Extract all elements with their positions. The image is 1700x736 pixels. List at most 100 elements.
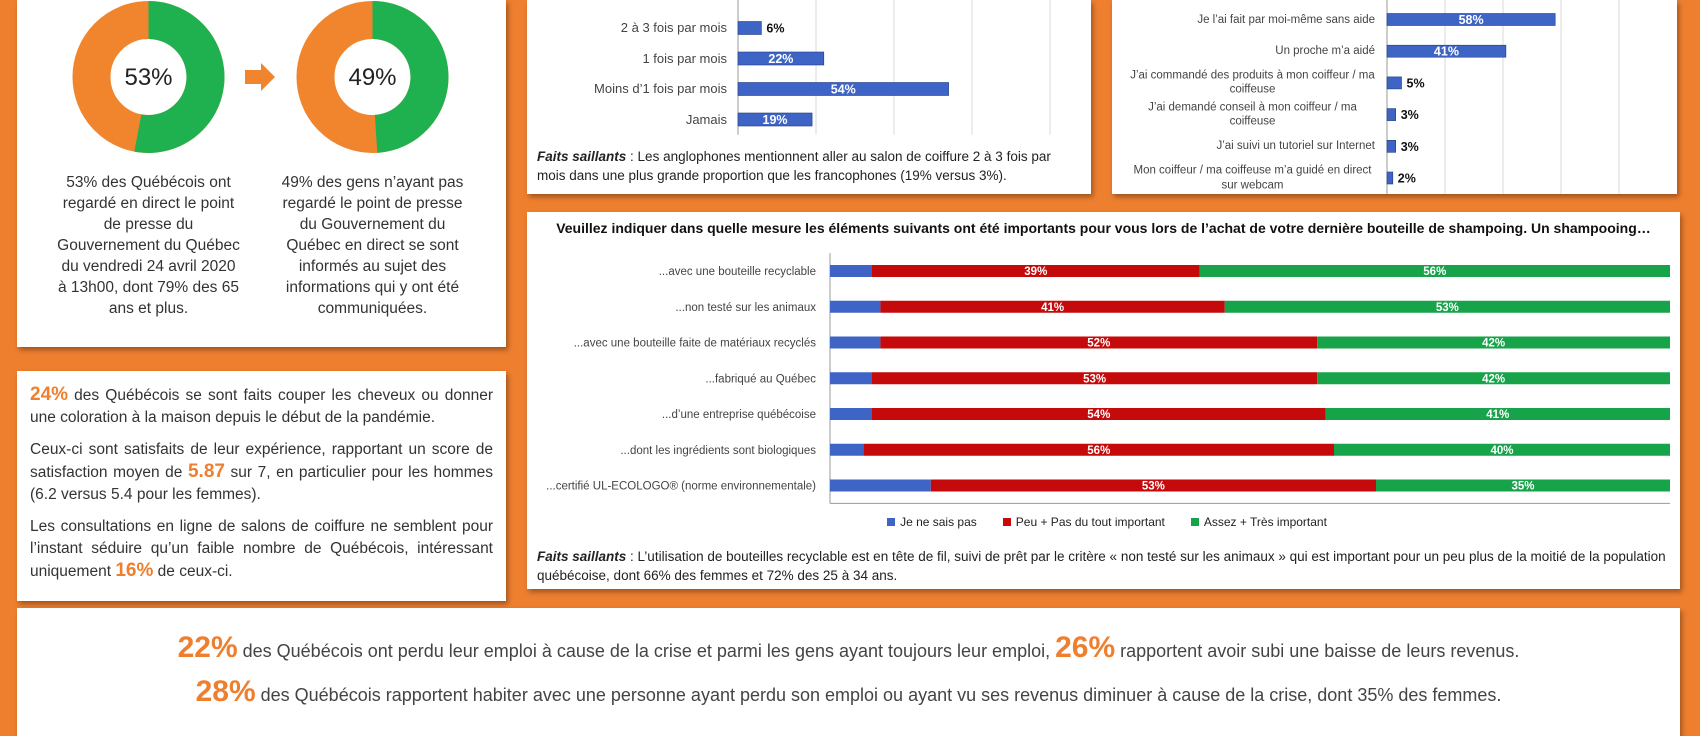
paragraph-text: sur 7, en particulier pour les hommes (6… [30,464,493,503]
paragraph-text: des Québécois se sont faits couper les c… [30,387,493,426]
highlight-figure: 24% [30,384,69,405]
bar-segment [872,372,1318,385]
stacked-svg: ...avec une bouteille recyclable 39% 56%..… [546,253,1670,504]
statement-text: des Québécois rapportent habiter avec un… [255,685,1502,705]
paragraph-text: de ceux-ci. [153,563,233,580]
bar [1386,44,1507,58]
category-label: Un proche m’a aidé [1275,44,1375,57]
bar-segment [830,265,872,277]
bar [737,21,762,35]
chart-title: Veuillez indiquer dans quelle mesure les… [556,220,1651,236]
bar-segment [1199,265,1670,277]
legend-swatch [1002,518,1011,527]
category-label: ...d’une entreprise québécoise [662,409,816,421]
bar [737,51,825,66]
category-label-wrap: 2 à 3 fois par mois [532,20,727,36]
bar-segment [1334,443,1670,456]
value-label: 3% [1401,140,1419,154]
category-label-wrap: J’ai commandé des produits à mon coiffeu… [1130,68,1375,97]
legend-label: Je ne sais pas [900,515,977,530]
highlight-note: Faits saillants : Les anglophones mentio… [537,147,1077,185]
bar-segment [863,443,1334,456]
legend: Je ne sais pas Peu + Pas du tout importan… [807,515,1407,529]
category-label: J’ai suivi un tutoriel sur Internet [1216,140,1375,153]
bar-segment [830,408,872,420]
arrow-shape [245,63,275,91]
category-label: Jamais [685,111,727,127]
category-label: J’ai demandé conseil à mon coiffeur / ma… [1148,101,1357,128]
category-label: ...non testé sur les animaux [675,302,816,314]
value-label: 6% [766,22,784,36]
donut-svg: 53% [72,1,225,153]
category-label: ...fabriqué au Québec [705,373,816,385]
bar-segment [1325,408,1670,420]
category-label: ...dont les ingrédients sont biologiques [620,445,816,457]
value-label: 56% [1087,445,1110,457]
bar [1386,140,1396,153]
value-label: 3% [1401,108,1419,122]
donut-label: 53% [124,64,172,91]
value-label: 54% [831,83,856,97]
bar [1386,76,1402,90]
category-label-wrap: Mon coiffeur / ma coiffeuse m’a guidé en… [1130,164,1375,193]
bar-segment [830,372,872,385]
value-label: 58% [1459,13,1484,27]
category-label: 2 à 3 fois par mois [620,20,727,35]
legend-swatch [887,518,896,527]
note-text: : L’utilisation de bouteilles recyclable… [537,549,1666,583]
highlight-note: Faits saillants : L’utilisation de boute… [537,547,1672,585]
bar-segment [930,479,1376,492]
paragraph: Les consultations en ligne de salons de … [30,516,493,583]
bar [1386,171,1394,185]
shampoo-panel: Veuillez indiquer dans quelle mesure les… [527,212,1680,589]
donut-svg: 49% [296,1,449,153]
bar-svg: 58% 41% 5% 3% 3% 2% [1386,0,1620,194]
category-label: Moins d’1 fois par mois [594,81,727,96]
highlight-figure: 22% [177,631,238,664]
value-label: 40% [1490,445,1513,457]
bar-segment [830,443,864,456]
category-label-wrap: J’ai suivi un tutoriel sur Internet [1130,139,1375,154]
legend-item: Peu + Pas du tout important [1002,515,1165,530]
paragraph: Ceux-ci sont satisfaits de leur expérien… [30,439,493,506]
legend-label: Peu + Pas du tout important [1015,515,1165,530]
bar-segment [880,300,1225,313]
category-label-wrap: J’ai demandé conseil à mon coiffeur / ma… [1130,100,1375,129]
legend-swatch [1190,518,1199,527]
category-label-wrap: Je l’ai fait par moi-même sans aide [1130,12,1375,27]
bar [1386,108,1396,121]
bar [737,112,813,127]
bar-segment [872,265,1200,277]
donut-label: 49% [348,64,396,91]
value-label: 35% [1511,481,1534,493]
donut-chart: 53% 53% des Québécois ont regardé en dire… [56,0,241,347]
method-panel: 58% 41% 5% 3% 3% 2% Je l’ai fait par moi-même … [1112,0,1677,194]
category-label: ...avec une bouteille recyclable [659,266,816,278]
employment-panel: 22% des Québécois ont perdu leur emploi … [17,608,1680,736]
value-label: 56% [1423,266,1446,278]
bar-segment [830,300,881,313]
highlight-figure: 5.87 [187,461,225,482]
legend-item: Assez + Très important [1190,515,1327,529]
bar-segment [1317,336,1670,349]
value-label: 52% [1087,338,1110,350]
value-label: 39% [1024,266,1047,278]
donut-slice [134,1,225,153]
category-label: ...certifié UL-ECOLOGO® (norme environne… [546,481,816,493]
value-label: 53% [1436,302,1459,314]
category-label: Mon coiffeur / ma coiffeuse m’a guidé en… [1133,164,1372,192]
statement-line: 22% des Québécois ont perdu leur emploi … [17,626,1680,670]
donut-caption: 53% des Québécois ont regardé en direct … [57,174,240,317]
statement-line: 28% des Québécois rapportent habiter ave… [17,670,1680,714]
value-label: 53% [1142,481,1165,493]
donut-panel: 53% 53% des Québécois ont regardé en dire… [17,0,506,347]
category-label: 1 fois par mois [642,50,727,66]
home-care-panel: 24% des Québécois se sont faits couper l… [17,371,506,601]
paragraph-text: Ceux-ci sont satisfaits de leur expérien… [30,441,493,481]
category-label-wrap: Un proche m’a aidé [1130,44,1375,59]
donut-slice [372,1,449,153]
value-label: 5% [1407,76,1425,90]
category-label: Je l’ai fait par moi-même sans aide [1197,13,1375,26]
bar-segment [830,336,881,349]
value-label: 54% [1087,409,1110,421]
